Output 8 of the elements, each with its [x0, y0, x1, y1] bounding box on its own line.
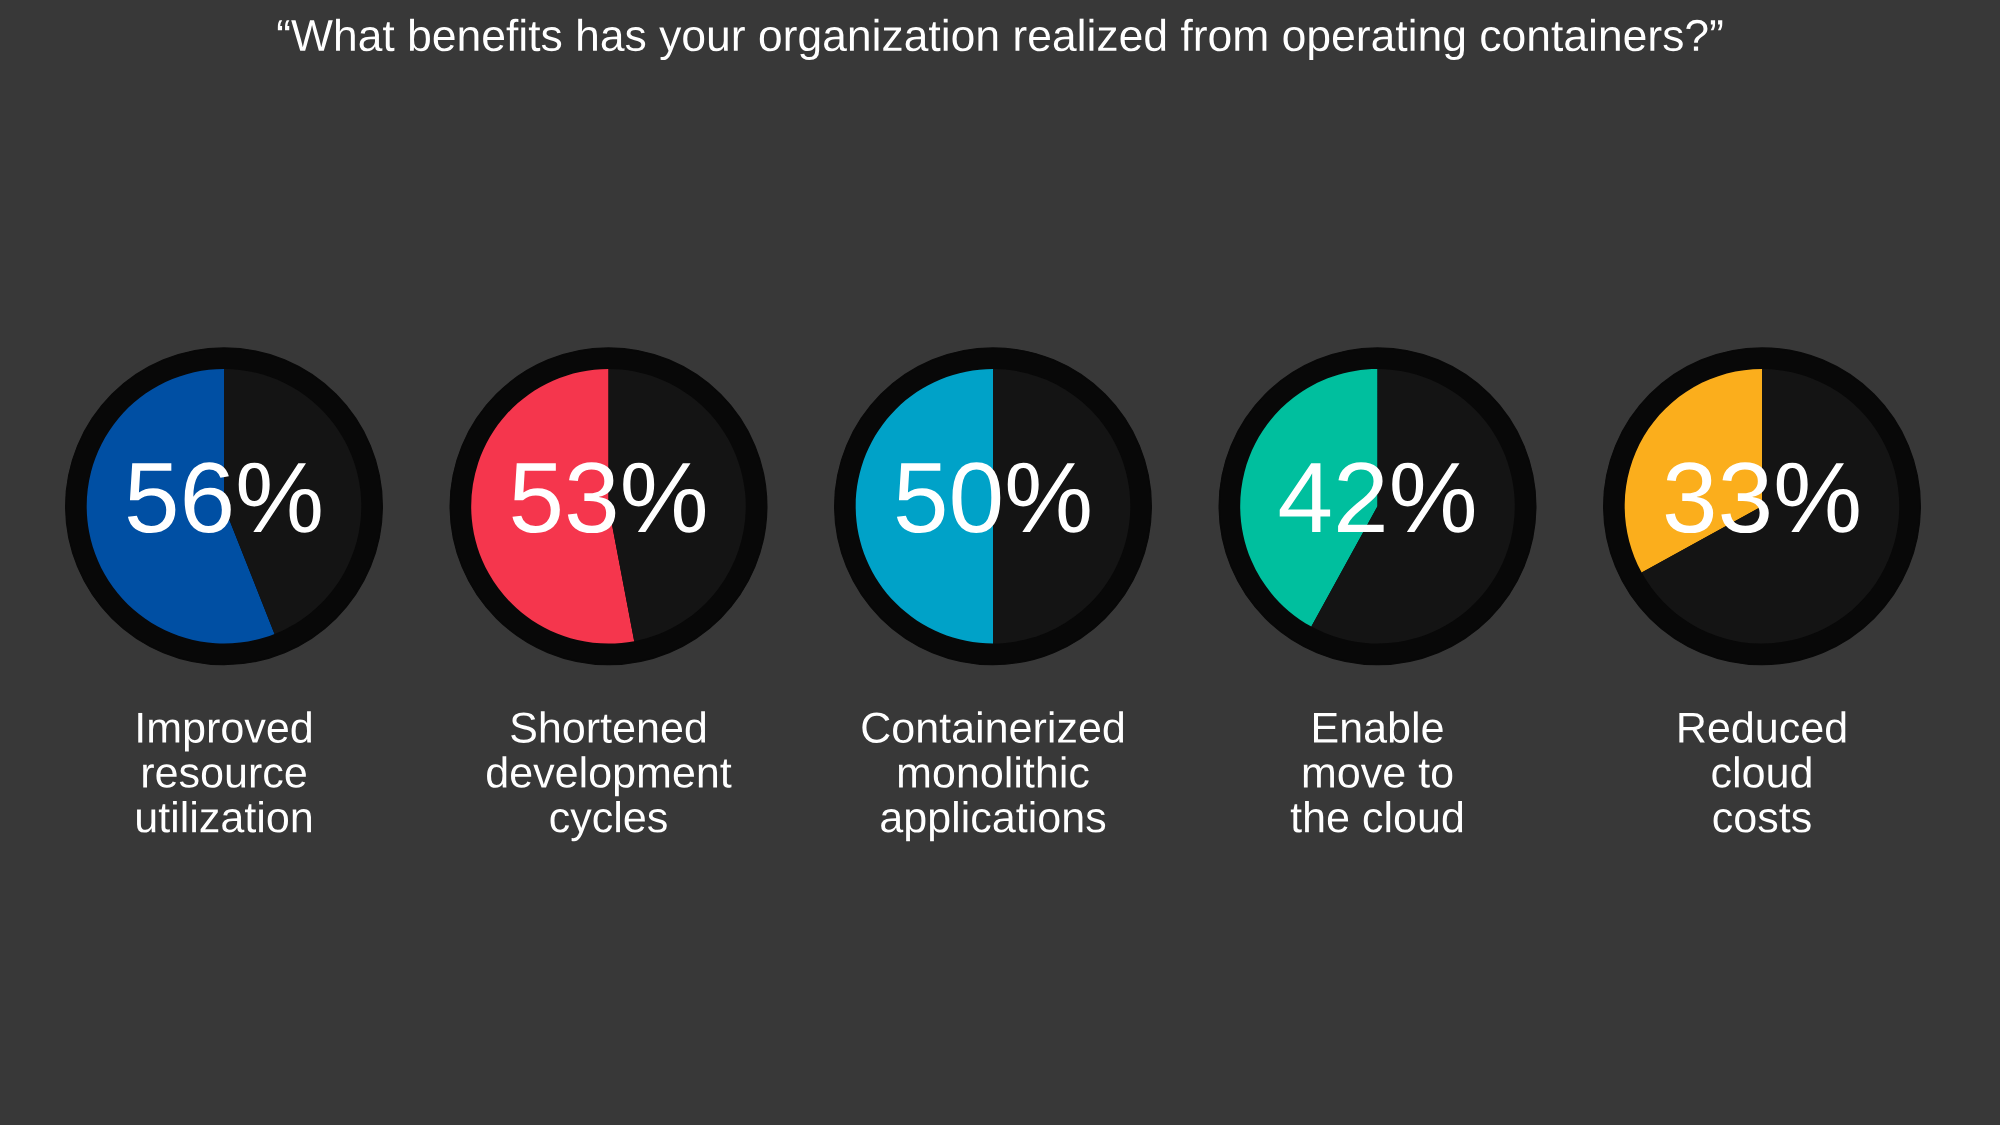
- text: Containerized monolithic applications: [862, 711, 1124, 842]
- text: Enable move to the cloud: [1290, 711, 1463, 833]
- text: Reduced cloud costs: [1679, 711, 1846, 833]
- data-label: 56%: [127, 462, 321, 534]
- text: “What benefits has your organization realized from operating containers?”: [277, 18, 1723, 61]
- text: Improved resource utilization: [137, 711, 311, 833]
- data-label: 42%: [1279, 462, 1475, 533]
- text: Shortened development cycles: [487, 711, 732, 842]
